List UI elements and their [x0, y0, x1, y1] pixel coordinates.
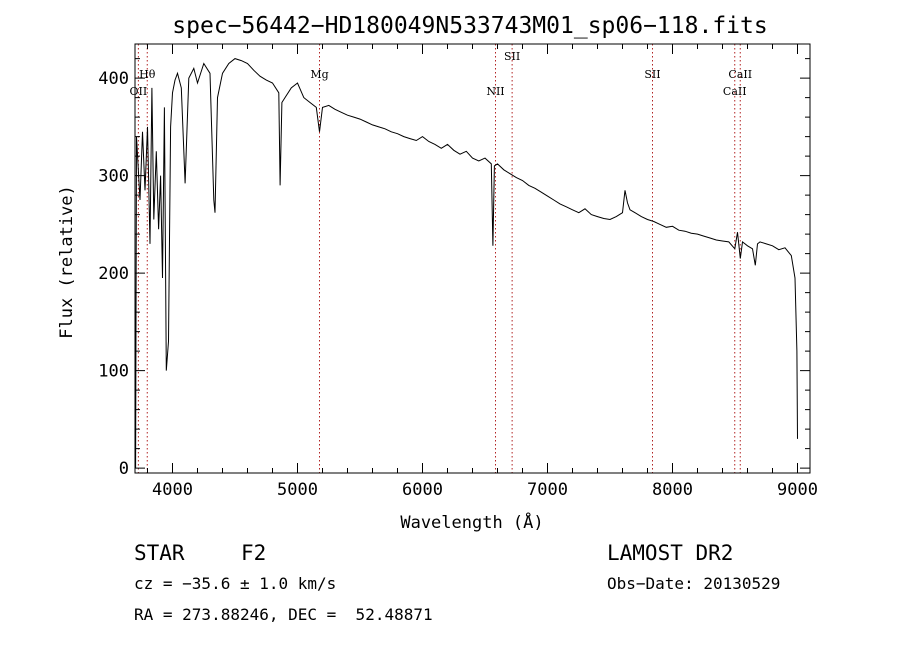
spectral-line-label: Hθ: [139, 68, 156, 81]
y-tick-label: 0: [119, 459, 129, 479]
coordinates-readout: RA = 273.88246, DEC = 52.48871: [134, 605, 433, 624]
spectrum-line: [135, 58, 798, 469]
y-tick-label: 100: [98, 362, 129, 382]
y-tick-label: 200: [98, 264, 129, 284]
spectral-line-markers: Hθ OII Mg NII SII SII CaII CaII: [130, 44, 752, 473]
redshift-readout: cz = −35.6 ± 1.0 km/s: [134, 574, 337, 593]
x-tick-label: 6000: [402, 480, 443, 500]
x-tick-label: 7000: [527, 480, 568, 500]
spectral-line-label: CaII: [723, 85, 747, 98]
x-tick-label: 5000: [277, 480, 318, 500]
y-tick-label: 300: [98, 167, 129, 187]
x-axis-ticks: 4000 5000 6000 7000 8000 9000: [147, 44, 818, 500]
spectral-line-label: SII: [504, 50, 520, 63]
y-tick-label: 400: [98, 69, 129, 89]
object-subclass: F2: [241, 541, 267, 565]
spectral-line-label: Mg: [310, 68, 328, 81]
spectral-line-label: SII: [644, 68, 660, 81]
x-tick-label: 4000: [152, 480, 193, 500]
x-tick-label: 8000: [652, 480, 693, 500]
observation-date: Obs−Date: 20130529: [607, 574, 781, 593]
survey-name: LAMOST DR2: [607, 541, 734, 565]
spectral-line-label: OII: [130, 85, 148, 98]
chart-title: spec−56442−HD180049N533743M01_sp06−118.f…: [172, 13, 767, 39]
x-tick-label: 9000: [777, 480, 818, 500]
y-axis-ticks: 0 100 200 300 400: [98, 58, 810, 479]
object-class: STAR: [134, 541, 185, 565]
y-axis-label: Flux (relative): [57, 185, 77, 339]
spectral-line-label: NII: [486, 85, 504, 98]
x-axis-label: Wavelength (Å): [400, 511, 543, 533]
spectral-line-label: CaII: [728, 68, 752, 81]
plot-frame: [134, 43, 811, 474]
